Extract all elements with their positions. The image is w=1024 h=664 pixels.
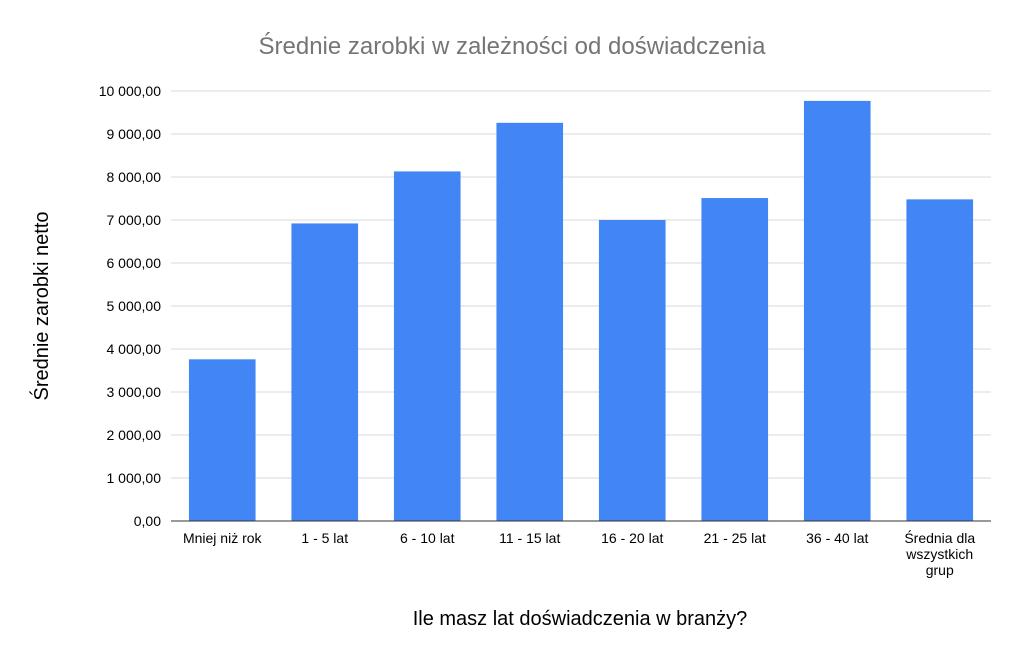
y-tick-label: 0,00 [134, 513, 161, 529]
x-tick-label: 21 - 25 lat [704, 530, 766, 546]
y-tick-label: 3 000,00 [107, 384, 162, 400]
x-tick-label: 16 - 20 lat [601, 530, 663, 546]
bar [291, 223, 359, 521]
bar [496, 122, 564, 521]
bar [598, 220, 666, 521]
bars-layer [188, 100, 974, 522]
chart-title: Średnie zarobki w zależności od doświadc… [259, 32, 767, 60]
x-tick-label: Średnia dla [904, 529, 975, 546]
bar [906, 199, 974, 522]
x-tick-label: 11 - 15 lat [499, 530, 560, 546]
y-tick-label: 8 000,00 [107, 169, 162, 185]
y-axis-title: Średnie zarobki netto [29, 211, 53, 400]
x-tick-label: wszystkich [905, 546, 973, 562]
y-tick-label: 10 000,00 [99, 83, 161, 99]
y-tick-label: 4 000,00 [107, 341, 162, 357]
x-tick-label: 6 - 10 lat [400, 530, 455, 546]
x-tick-label: grup [926, 562, 954, 578]
bar [393, 171, 461, 521]
x-tick-label: 36 - 40 lat [806, 530, 868, 546]
x-tick-label: Mniej niż rok [183, 530, 263, 546]
x-tick-label: 1 - 5 lat [301, 530, 348, 546]
bar [188, 359, 256, 521]
y-tick-label: 9 000,00 [107, 126, 162, 142]
y-tick-label: 7 000,00 [107, 212, 162, 228]
y-tick-label: 1 000,00 [107, 470, 162, 486]
bar [701, 198, 769, 521]
y-tick-label: 6 000,00 [107, 255, 162, 271]
y-tick-label: 5 000,00 [107, 298, 162, 314]
x-axis-title: Ile masz lat doświadczenia w branży? [413, 608, 748, 630]
y-axis-ticks: 0,00 1 000,00 2 000,00 3 000,00 4 000,00 5 00… [99, 83, 162, 529]
y-tick-label: 2 000,00 [107, 427, 162, 443]
bar [803, 100, 871, 521]
x-axis-ticks: Mniej niż rok 1 - 5 lat 6 - 10 lat 11 - 15 … [183, 529, 975, 578]
